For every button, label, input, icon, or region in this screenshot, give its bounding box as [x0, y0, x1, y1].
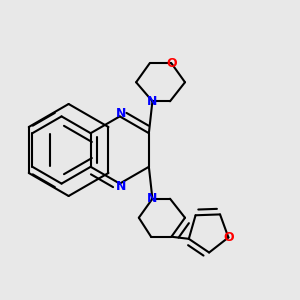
Text: N: N: [116, 107, 127, 120]
Text: O: O: [223, 231, 234, 244]
Text: O: O: [166, 57, 177, 70]
Text: N: N: [147, 95, 158, 108]
Text: N: N: [147, 192, 158, 205]
Text: N: N: [116, 180, 127, 193]
